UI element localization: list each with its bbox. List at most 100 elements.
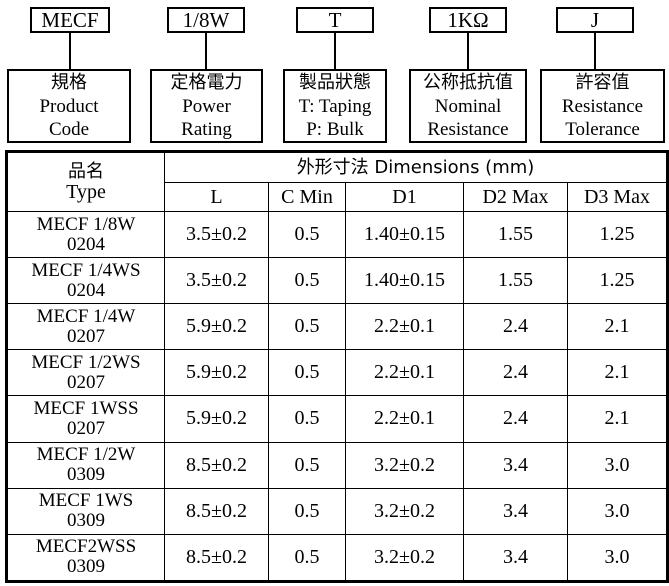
type-size: 0309 <box>67 510 105 532</box>
table-row: MECF 1WS 0309 8.5±0.2 0.5 3.2±0.2 3.4 3.0 <box>6 487 669 535</box>
cell-c-min: 0.5 <box>268 210 346 259</box>
type-name: MECF 1WSS <box>33 397 139 419</box>
type-cell: MECF 1/8W 0204 <box>6 210 165 259</box>
cell-c-min: 0.5 <box>268 533 346 583</box>
cell-d3-max: 1.25 <box>566 210 669 259</box>
cell-d2-max: 2.4 <box>463 303 568 351</box>
table-row: MECF 1WSS 0207 5.9±0.2 0.5 2.2±0.1 2.4 2.… <box>6 395 669 443</box>
type-cell: MECF 1/2WS 0207 <box>6 349 165 397</box>
cell-c-min: 0.5 <box>268 487 346 535</box>
type-name: MECF 1/8W <box>36 213 136 235</box>
type-size: 0207 <box>67 417 105 439</box>
type-cell: MECF 1/4WS 0204 <box>6 257 165 305</box>
label-en-line2: P: Bulk <box>306 119 364 140</box>
connector-line <box>467 33 469 69</box>
type-header-zh: 品名 <box>68 161 104 182</box>
label-box-nominal-resistance: 公称抵抗值 Nominal Resistance <box>409 69 527 143</box>
cell-d2-max: 3.4 <box>463 533 568 583</box>
cell-l: 8.5±0.2 <box>164 487 269 535</box>
cell-d2-max: 3.4 <box>463 487 568 535</box>
type-name: MECF2WSS <box>35 536 137 558</box>
table-row: MECF 1/4WS 0204 3.5±0.2 0.5 1.40±0.15 1.5… <box>6 257 669 305</box>
cell-d2-max: 2.4 <box>463 349 568 397</box>
cell-c-min: 0.5 <box>268 257 346 305</box>
label-box-product-code: 規格 Product Code <box>7 69 131 143</box>
cell-d1: 3.2±0.2 <box>345 533 464 583</box>
cell-d3-max: 3.0 <box>566 441 669 489</box>
label-en-line2: Resistance <box>427 119 509 140</box>
cell-l: 3.5±0.2 <box>164 257 269 305</box>
cell-d3-max: 2.1 <box>566 349 669 397</box>
connector-line <box>205 33 207 69</box>
cell-d1: 1.40±0.15 <box>345 257 464 305</box>
cell-d3-max: 3.0 <box>566 487 669 535</box>
cell-d1: 3.2±0.2 <box>345 441 464 489</box>
type-cell: MECF2WSS 0309 <box>6 533 165 583</box>
label-en-line1: T: Taping <box>298 96 372 117</box>
label-zh: 定格電力 <box>170 72 243 93</box>
table-row: MECF 1/2WS 0207 5.9±0.2 0.5 2.2±0.1 2.4 2… <box>6 349 669 397</box>
type-header-en: Type <box>66 181 106 203</box>
dimensions-header: 外形寸法 Dimensions (mm) <box>296 157 535 178</box>
cell-d2-max: 1.55 <box>463 210 568 259</box>
type-size: 0204 <box>67 233 105 255</box>
cell-d1: 3.2±0.2 <box>345 487 464 535</box>
cell-c-min: 0.5 <box>268 441 346 489</box>
type-name: MECF 1WS <box>38 490 134 512</box>
label-en-line1: Product <box>39 96 99 117</box>
type-name: MECF 1/2W <box>36 444 136 466</box>
label-box-packaging: 製品狀態 T: Taping P: Bulk <box>283 69 387 143</box>
type-name: MECF 1/4WS <box>31 259 141 281</box>
cell-d3-max: 2.1 <box>566 303 669 351</box>
type-cell: MECF 1/2W 0309 <box>6 441 165 489</box>
type-size: 0207 <box>67 371 105 393</box>
label-en-line1: Resistance <box>561 96 644 117</box>
label-box-resistance-tolerance: 許容值 Resistance Tolerance <box>540 69 665 143</box>
cell-l: 5.9±0.2 <box>164 303 269 351</box>
type-size: 0309 <box>67 556 105 578</box>
label-en-line1: Power <box>182 96 231 117</box>
column-header-c-min: C Min <box>268 182 346 212</box>
code-box-resistance: 1KΩ <box>429 7 507 33</box>
type-cell: MECF 1WS 0309 <box>6 487 165 535</box>
cell-d1: 2.2±0.1 <box>345 395 464 443</box>
cell-l: 8.5±0.2 <box>164 441 269 489</box>
connector-line <box>594 33 596 69</box>
label-box-power-rating: 定格電力 Power Rating <box>150 69 263 143</box>
cell-d3-max: 2.1 <box>566 395 669 443</box>
dimensions-group-header: 外形寸法 Dimensions (mm) <box>163 151 669 183</box>
connector-line <box>69 33 71 69</box>
label-zh: 規格 <box>51 72 87 93</box>
table-row: MECF 1/8W 0204 3.5±0.2 0.5 1.40±0.15 1.55… <box>6 210 669 259</box>
table-row: MECF 1/2W 0309 8.5±0.2 0.5 3.2±0.2 3.4 3.… <box>6 441 669 489</box>
cell-l: 5.9±0.2 <box>164 395 269 443</box>
label-en-line2: Code <box>48 119 90 140</box>
cell-c-min: 0.5 <box>268 395 346 443</box>
cell-d1: 2.2±0.1 <box>345 349 464 397</box>
cell-c-min: 0.5 <box>268 349 346 397</box>
cell-d3-max: 1.25 <box>566 257 669 305</box>
type-name: MECF 1/2WS <box>31 351 141 373</box>
type-size: 0204 <box>67 279 105 301</box>
connector-line <box>334 33 336 69</box>
type-size: 0309 <box>67 464 105 486</box>
label-zh: 許容值 <box>575 72 630 93</box>
label-en-line1: Nominal <box>434 96 502 117</box>
cell-l: 3.5±0.2 <box>164 210 269 259</box>
cell-d2-max: 1.55 <box>463 257 568 305</box>
label-en-line2: Tolerance <box>565 119 640 140</box>
cell-l: 8.5±0.2 <box>164 533 269 583</box>
label-zh: 公称抵抗值 <box>423 72 513 93</box>
code-box-power: 1/8W <box>167 7 245 33</box>
column-header-l: L <box>164 182 269 212</box>
cell-d3-max: 3.0 <box>566 533 669 583</box>
table-row: MECF 1/4W 0207 5.9±0.2 0.5 2.2±0.1 2.4 2.… <box>6 303 669 351</box>
column-header-d2-max: D2 Max <box>463 182 568 212</box>
code-box-tolerance: J <box>556 7 634 33</box>
type-cell: MECF 1/4W 0207 <box>6 303 165 351</box>
label-en-line2: Rating <box>181 119 232 140</box>
column-header-d1: D1 <box>345 182 464 212</box>
table-row: MECF2WSS 0309 8.5±0.2 0.5 3.2±0.2 3.4 3.0 <box>6 533 669 583</box>
code-box-packaging: T <box>296 7 374 33</box>
cell-d2-max: 2.4 <box>463 395 568 443</box>
